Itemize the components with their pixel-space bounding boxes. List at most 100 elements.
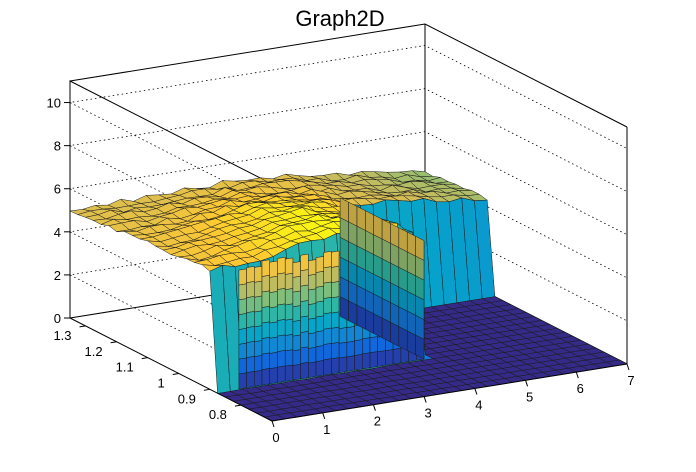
slab-face-patch: [284, 364, 294, 382]
slab-face-patch: [315, 270, 324, 288]
slab-face-patch: [362, 352, 371, 370]
chart-title: Graph2D: [295, 6, 384, 31]
x-tick-label: 4: [475, 397, 482, 412]
slab-face-patch: [269, 306, 278, 324]
slab-face-patch: [284, 334, 294, 352]
slab-face-patch: [246, 281, 255, 298]
z-tick-label: 6: [54, 182, 61, 197]
slab-face-patch: [261, 368, 270, 386]
slab-face-patch: [277, 272, 286, 290]
slab-face-patch: [300, 300, 309, 318]
slab-face-patch: [300, 331, 309, 349]
slab-face-patch: [277, 303, 286, 321]
slab-face-patch: [346, 340, 355, 358]
slab-face-patch: [354, 339, 363, 356]
y-tick: [203, 388, 210, 391]
drop-face-patch: [406, 231, 416, 257]
slab-face-patch: [292, 349, 301, 366]
slab-face-patch: [331, 265, 340, 283]
drop-face-patch: [373, 214, 383, 240]
slab-face-patch: [254, 310, 263, 328]
surface-plot: [69, 170, 628, 422]
slab-face-patch: [292, 290, 301, 308]
drop-face-patch: [381, 218, 391, 244]
slab-face-patch: [254, 355, 263, 372]
slab-face-patch: [315, 300, 324, 318]
slab-face-patch: [315, 256, 324, 273]
z-tick-label: 0: [54, 311, 61, 326]
x-tick: [271, 420, 275, 428]
slab-face-patch: [338, 356, 348, 373]
slab-face-patch: [331, 311, 340, 329]
slab-face-patch: [292, 334, 301, 352]
x-tick-label: 2: [374, 414, 381, 429]
slab-face-patch: [254, 265, 263, 283]
slab-face-patch: [254, 295, 263, 313]
slab-face-patch: [269, 351, 278, 369]
slab-face-patch: [346, 355, 355, 372]
slab-face-patch: [308, 303, 317, 320]
z-grid-line: [68, 174, 628, 336]
slab-face-patch: [392, 347, 402, 365]
y-axis-line: [69, 317, 273, 422]
slab-face-patch: [362, 337, 371, 355]
slab-face-patch: [331, 281, 340, 299]
x-tick: [322, 412, 326, 420]
slab-face-patch: [261, 290, 270, 308]
slab-face-patch: [315, 285, 324, 303]
slab-face-patch: [238, 268, 247, 286]
z-tick-label: 2: [54, 268, 61, 283]
x-tick-label: 3: [425, 406, 432, 421]
slab-face-patch: [323, 250, 332, 269]
slab-face-patch: [261, 259, 270, 277]
slab-face-patch: [354, 353, 363, 371]
slab-face-patch: [300, 315, 309, 333]
slab-face-patch: [323, 266, 332, 284]
slab-face-patch: [292, 363, 301, 381]
slab-face-patch: [269, 291, 278, 309]
slab-face-patch: [269, 275, 278, 293]
slab-face-patch: [323, 343, 332, 361]
slab-face-patch: [246, 296, 255, 313]
z-tick-label: 8: [54, 139, 61, 154]
axes: 0 1 2 3 4 5 6 7 0.8 0.9 1 1.1 1.2 1.3 0 2 4 6 8 10: [47, 81, 635, 445]
slab-face-patch: [246, 326, 255, 343]
slab-face-patch: [300, 361, 309, 380]
slab-face-patch: [323, 281, 332, 299]
z-grid-line: [68, 217, 628, 379]
z-tick-label: 4: [54, 225, 61, 240]
slab-face-patch: [238, 342, 247, 360]
slab-face-patch: [269, 367, 278, 385]
slab-face-patch: [246, 371, 255, 388]
slab-face-patch: [331, 326, 340, 344]
drop-face-patch: [365, 210, 374, 236]
slab-face-patch: [308, 288, 317, 305]
slab-face-patch: [284, 288, 294, 306]
slab-face-patch: [269, 336, 278, 354]
slab-face-patch: [385, 349, 394, 366]
slab-face-patch: [308, 361, 317, 378]
slab-face-patch: [254, 369, 263, 387]
slab-face-patch: [284, 257, 294, 275]
slab-face-patch: [292, 319, 301, 337]
drop-face-patch: [356, 205, 366, 231]
back-wall-edge: [69, 23, 628, 128]
slab-face-patch: [331, 250, 340, 268]
slab-face-patch: [331, 342, 340, 359]
x-axis-line: [271, 363, 628, 422]
slab-face-patch: [277, 256, 286, 275]
x-tick-label: 6: [577, 381, 584, 396]
z-grid-line: [68, 45, 628, 206]
slab-face-patch: [338, 327, 348, 344]
slab-face-patch: [315, 330, 324, 347]
drop-face-patch: [390, 223, 400, 248]
slab-face-patch: [300, 269, 309, 287]
slab-face-patch: [284, 272, 294, 290]
slab-face-patch: [254, 340, 263, 357]
slab-face-patch: [246, 266, 255, 283]
x-tick-label: 1: [323, 422, 330, 437]
slab-face-patch: [369, 336, 378, 353]
y-tick: [79, 325, 86, 328]
slab-face-patch: [308, 346, 317, 364]
x-tick: [575, 371, 579, 379]
